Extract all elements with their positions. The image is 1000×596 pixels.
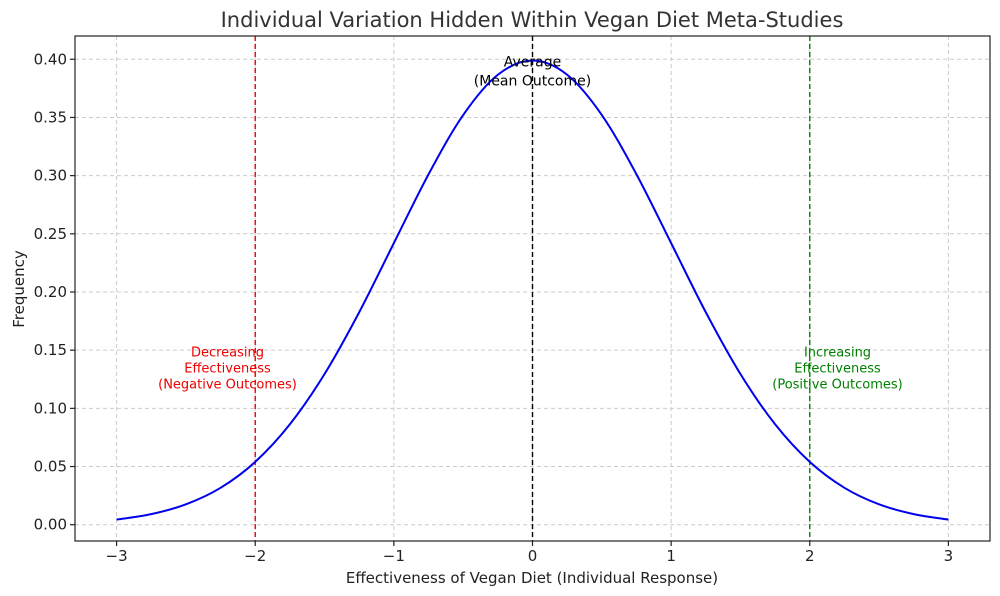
y-tick-label: 0.25 bbox=[34, 225, 67, 243]
y-tick-label: 0.30 bbox=[34, 167, 67, 185]
reference-lines bbox=[254, 36, 811, 541]
x-axis-ticks: −3 −2 −1 0 1 2 3 bbox=[106, 541, 954, 565]
x-tick-label: 2 bbox=[805, 547, 815, 565]
x-tick-label: 1 bbox=[666, 547, 676, 565]
y-axis-label: Frequency bbox=[10, 250, 28, 328]
annotation-text: (Mean Outcome) bbox=[474, 73, 591, 89]
annotation-text: Average bbox=[504, 54, 562, 70]
x-axis-label: Effectiveness of Vegan Diet (Individual … bbox=[346, 569, 718, 587]
x-tick-label: −1 bbox=[383, 547, 405, 565]
y-tick-label: 0.15 bbox=[34, 341, 67, 359]
y-tick-label: 0.10 bbox=[34, 399, 67, 417]
x-tick-label: 3 bbox=[944, 547, 954, 565]
annotations: Average(Mean Outcome)DecreasingEffective… bbox=[158, 54, 903, 392]
y-tick-label: 0.35 bbox=[34, 108, 67, 126]
series-line bbox=[116, 59, 949, 521]
annotation-text: Increasing bbox=[804, 346, 871, 361]
y-tick-label: 0.20 bbox=[34, 283, 67, 301]
x-tick-label: 0 bbox=[528, 547, 538, 565]
chart-title: Individual Variation Hidden Within Vegan… bbox=[221, 8, 844, 32]
series-layer bbox=[116, 59, 949, 521]
annotation-text: Effectiveness bbox=[184, 362, 271, 377]
annotation-text: (Negative Outcomes) bbox=[158, 378, 297, 393]
y-tick-label: 0.40 bbox=[34, 50, 67, 68]
annotation-text: (Positive Outcomes) bbox=[772, 378, 903, 393]
annotation-text: Decreasing bbox=[191, 346, 264, 361]
y-tick-label: 0.05 bbox=[34, 458, 67, 476]
y-tick-label: 0.00 bbox=[34, 516, 67, 534]
x-tick-label: −2 bbox=[244, 547, 266, 565]
x-tick-label: −3 bbox=[106, 547, 128, 565]
annotation-text: Effectiveness bbox=[794, 362, 881, 377]
y-axis-ticks: 0.00 0.05 0.10 0.15 0.20 0.25 0.30 0.35 0.40 bbox=[34, 50, 75, 534]
